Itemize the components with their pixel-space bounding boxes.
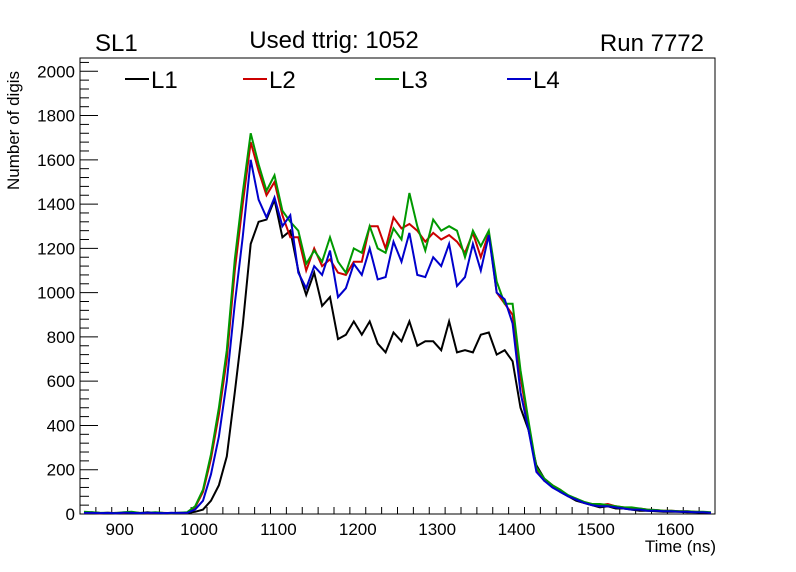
y-tick-label: 1600 xyxy=(37,151,75,170)
legend-label-l3: L3 xyxy=(401,67,428,94)
legend-label-l4: L4 xyxy=(533,67,560,94)
x-tick-label: 1500 xyxy=(577,520,615,539)
x-axis-label: Time (ns) xyxy=(645,537,716,556)
y-tick-label: 1000 xyxy=(37,284,75,303)
sl-label: SL1 xyxy=(95,30,138,57)
x-tick-label: 900 xyxy=(106,520,134,539)
series-line-l1 xyxy=(83,196,711,515)
y-tick-label: 1200 xyxy=(37,239,75,258)
run-label: Run 7772 xyxy=(600,30,704,57)
series-line-l3 xyxy=(83,133,712,515)
y-tick-label: 1400 xyxy=(37,195,75,214)
x-tick-label: 1300 xyxy=(418,520,456,539)
y-axis-label: Number of digis xyxy=(4,71,23,190)
plot-frame xyxy=(79,57,716,515)
y-tick-label: 2000 xyxy=(37,62,75,81)
y-tick-label: 1800 xyxy=(37,107,75,126)
chart-title: Used ttrig: 1052 xyxy=(249,27,418,54)
x-tick-label: 1000 xyxy=(180,520,218,539)
x-tick-label: 1200 xyxy=(339,520,377,539)
x-tick-label: 1100 xyxy=(260,520,297,539)
x-tick-label: 1400 xyxy=(498,520,536,539)
series-line-l2 xyxy=(84,141,712,515)
x-tick-label: 1600 xyxy=(656,520,694,539)
y-tick-label: 0 xyxy=(66,505,75,524)
y-tick-label: 200 xyxy=(47,461,75,480)
legend-label-l1: L1 xyxy=(151,67,178,94)
legend-label-l2: L2 xyxy=(269,67,296,94)
series-line-l4 xyxy=(84,159,712,515)
y-tick-label: 800 xyxy=(47,328,75,347)
y-tick-label: 400 xyxy=(47,416,75,435)
y-tick-label: 600 xyxy=(47,372,75,391)
